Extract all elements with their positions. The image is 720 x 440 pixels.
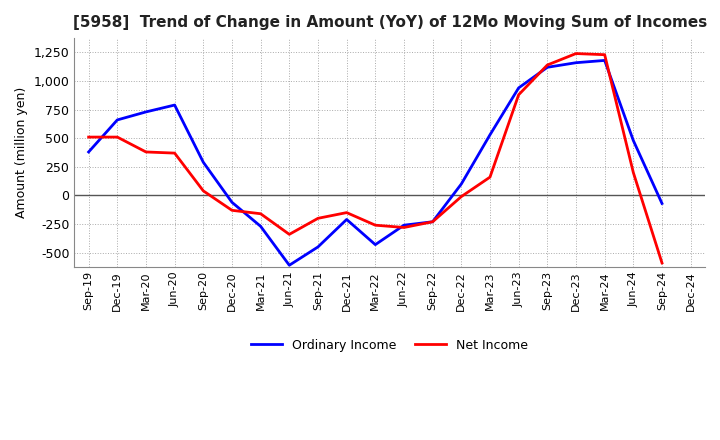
Line: Ordinary Income: Ordinary Income — [89, 60, 662, 265]
Ordinary Income — [572, 60, 580, 66]
Ordinary Income — [457, 181, 466, 187]
Ordinary Income — [199, 160, 207, 165]
Net Income — [486, 175, 495, 180]
Ordinary Income — [371, 242, 379, 247]
Ordinary Income — [256, 224, 265, 229]
Net Income — [256, 211, 265, 216]
Net Income — [657, 260, 666, 266]
Ordinary Income — [543, 65, 552, 70]
Net Income — [629, 170, 638, 175]
Ordinary Income — [486, 132, 495, 137]
Ordinary Income — [171, 103, 179, 108]
Ordinary Income — [84, 149, 93, 154]
Ordinary Income — [342, 217, 351, 222]
Ordinary Income — [314, 244, 323, 249]
Ordinary Income — [514, 85, 523, 91]
Net Income — [314, 216, 323, 221]
Net Income — [457, 194, 466, 199]
Net Income — [84, 135, 93, 140]
Line: Net Income: Net Income — [89, 54, 662, 263]
Ordinary Income — [600, 58, 609, 63]
Net Income — [142, 149, 150, 154]
Net Income — [171, 150, 179, 156]
Ordinary Income — [629, 138, 638, 143]
Net Income — [371, 223, 379, 228]
Ordinary Income — [113, 117, 122, 123]
Ordinary Income — [228, 200, 236, 205]
Net Income — [600, 52, 609, 57]
Net Income — [113, 135, 122, 140]
Net Income — [400, 225, 408, 230]
Legend: Ordinary Income, Net Income: Ordinary Income, Net Income — [246, 334, 534, 357]
Ordinary Income — [400, 223, 408, 228]
Net Income — [514, 92, 523, 97]
Ordinary Income — [428, 219, 437, 224]
Ordinary Income — [142, 109, 150, 114]
Net Income — [285, 232, 294, 237]
Net Income — [228, 208, 236, 213]
Y-axis label: Amount (million yen): Amount (million yen) — [15, 87, 28, 218]
Net Income — [342, 210, 351, 215]
Ordinary Income — [285, 263, 294, 268]
Net Income — [543, 62, 552, 68]
Net Income — [428, 219, 437, 224]
Net Income — [572, 51, 580, 56]
Ordinary Income — [657, 201, 666, 206]
Title: [5958]  Trend of Change in Amount (YoY) of 12Mo Moving Sum of Incomes: [5958] Trend of Change in Amount (YoY) o… — [73, 15, 707, 30]
Net Income — [199, 188, 207, 194]
